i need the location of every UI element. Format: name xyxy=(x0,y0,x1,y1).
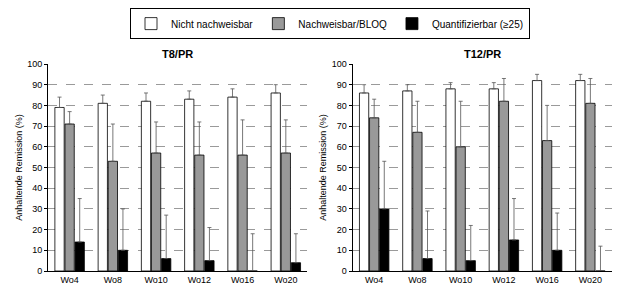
svg-text:Wo16: Wo16 xyxy=(535,275,558,285)
svg-text:90: 90 xyxy=(337,80,347,90)
svg-text:80: 80 xyxy=(337,101,347,111)
svg-text:Wo4: Wo4 xyxy=(365,275,383,285)
svg-text:Nachweisbar/BLOQ: Nachweisbar/BLOQ xyxy=(298,19,387,30)
svg-text:30: 30 xyxy=(32,204,42,214)
svg-text:60: 60 xyxy=(337,142,347,152)
svg-text:0: 0 xyxy=(342,266,347,276)
svg-text:Wo4: Wo4 xyxy=(60,275,78,285)
svg-text:50: 50 xyxy=(337,163,347,173)
svg-text:Wo16: Wo16 xyxy=(231,275,254,285)
svg-text:70: 70 xyxy=(32,121,42,131)
svg-text:Anhaltende Remission (%): Anhaltende Remission (%) xyxy=(14,114,24,221)
svg-text:10: 10 xyxy=(32,245,42,255)
svg-text:Wo10: Wo10 xyxy=(449,275,472,285)
svg-text:20: 20 xyxy=(32,225,42,235)
svg-text:Wo20: Wo20 xyxy=(274,275,297,285)
svg-text:Wo20: Wo20 xyxy=(579,275,602,285)
svg-text:Quantifizierbar (≥25): Quantifizierbar (≥25) xyxy=(432,19,523,30)
svg-text:T12/PR: T12/PR xyxy=(464,48,501,60)
svg-text:Wo12: Wo12 xyxy=(492,275,515,285)
svg-text:100: 100 xyxy=(332,59,347,69)
svg-text:20: 20 xyxy=(337,225,347,235)
svg-text:40: 40 xyxy=(32,183,42,193)
svg-text:40: 40 xyxy=(337,183,347,193)
svg-text:Wo8: Wo8 xyxy=(408,275,426,285)
svg-text:T8/PR: T8/PR xyxy=(162,48,193,60)
svg-text:100: 100 xyxy=(27,59,42,69)
svg-text:Wo8: Wo8 xyxy=(104,275,122,285)
svg-text:60: 60 xyxy=(32,142,42,152)
svg-text:30: 30 xyxy=(337,204,347,214)
svg-text:Wo12: Wo12 xyxy=(188,275,211,285)
svg-text:50: 50 xyxy=(32,163,42,173)
svg-text:80: 80 xyxy=(32,101,42,111)
svg-text:Nicht nachweisbar: Nicht nachweisbar xyxy=(171,19,253,30)
svg-text:Wo10: Wo10 xyxy=(144,275,167,285)
svg-text:Anhaltende Remission (%): Anhaltende Remission (%) xyxy=(318,114,328,221)
svg-text:90: 90 xyxy=(32,80,42,90)
svg-text:10: 10 xyxy=(337,245,347,255)
svg-text:70: 70 xyxy=(337,121,347,131)
svg-text:0: 0 xyxy=(37,266,42,276)
